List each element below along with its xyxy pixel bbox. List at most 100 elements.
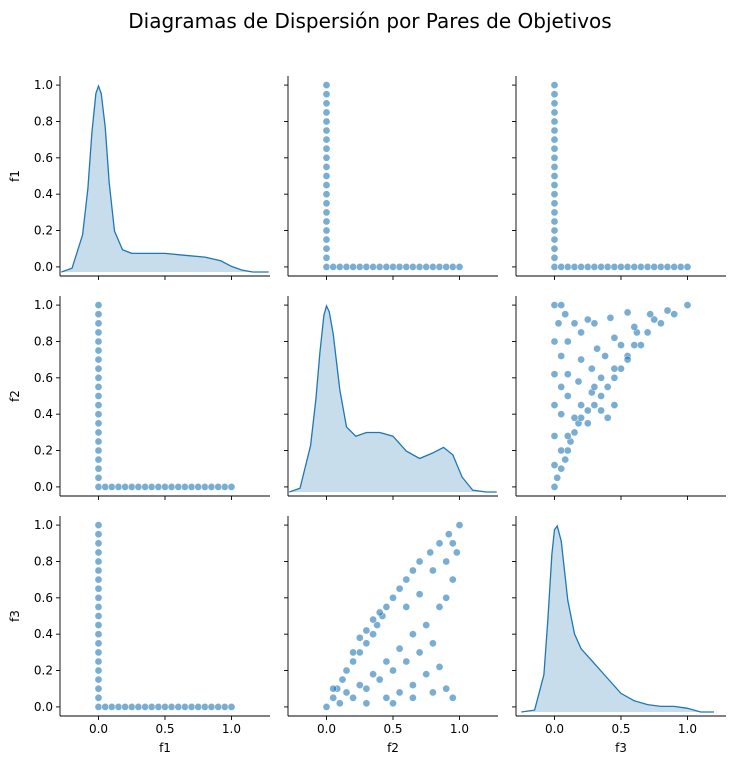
scatter-point — [455, 521, 464, 529]
scatter-point — [563, 392, 572, 400]
scatter-point — [630, 262, 639, 271]
scatter-point — [415, 557, 424, 566]
scatter-point — [650, 262, 659, 271]
scatter-point — [557, 464, 566, 473]
scatter-point — [550, 81, 559, 89]
scatter-point — [322, 153, 331, 162]
scatter-point — [101, 703, 110, 711]
scatter-point — [94, 392, 103, 400]
y-tick-label: 0.0 — [34, 260, 53, 274]
scatter-point — [94, 530, 103, 539]
scatter-point — [563, 337, 572, 346]
scatter-point — [657, 319, 665, 328]
scatter-point — [94, 482, 103, 491]
scatter-point — [322, 262, 331, 271]
scatter-point — [590, 382, 599, 391]
scatter-point — [455, 262, 464, 271]
scatter-point — [550, 108, 559, 117]
scatter-point — [570, 319, 579, 328]
kde-area-f1 — [61, 86, 269, 272]
scatter-point — [227, 703, 236, 711]
scatter-point — [422, 621, 431, 629]
scatter-point — [375, 675, 384, 684]
y-tick-label: 0.6 — [34, 591, 53, 605]
scatter-point — [630, 341, 639, 349]
scatter-point — [577, 355, 585, 364]
scatter-point — [448, 539, 457, 548]
kde-line-f1 — [61, 84, 269, 273]
scatter-point — [382, 603, 391, 611]
scatter-point — [570, 428, 579, 437]
scatter-point — [187, 482, 196, 491]
scatter-point — [550, 235, 559, 244]
x-tick-label: 0.0 — [89, 722, 108, 736]
scatter-point — [395, 688, 404, 697]
scatter-point — [154, 703, 163, 711]
scatter-point — [676, 262, 685, 271]
scatter-point — [670, 310, 679, 319]
scatter-point — [577, 262, 585, 271]
scatter-point — [577, 413, 585, 422]
scatter-point — [94, 419, 103, 428]
scatter-point — [570, 262, 579, 271]
panel-f1-vs-f2 — [284, 76, 498, 280]
scatter-point — [550, 461, 559, 469]
scatter-point — [550, 244, 559, 253]
scatter-point — [557, 382, 566, 391]
x-tick-label: 1.0 — [678, 722, 697, 736]
scatter-point — [94, 446, 103, 455]
scatter-point — [207, 482, 216, 491]
scatter-point — [127, 482, 136, 491]
scatter-point — [329, 684, 338, 693]
scatter-point — [550, 226, 559, 235]
scatter-point — [94, 603, 103, 611]
scatter-point — [408, 566, 417, 575]
scatter-point — [161, 703, 169, 711]
panel-f2-vs-f1: 0.0 0.2 0.4 0.6 0.8 1.0 f2 — [8, 296, 270, 500]
scatter-point — [550, 482, 559, 491]
scatter-point — [402, 603, 411, 611]
scatter-point — [630, 322, 639, 331]
x-tick-label: 0.5 — [155, 722, 174, 736]
scatter-point — [322, 226, 331, 235]
scatter-point — [610, 364, 619, 373]
scatter-point — [422, 670, 431, 679]
scatter-point — [114, 703, 123, 711]
scatter-point — [561, 310, 570, 319]
scatter-point — [395, 262, 404, 271]
scatter-point — [141, 482, 149, 491]
scatter-point — [147, 703, 156, 711]
scatter-point — [94, 675, 103, 684]
scatter-point — [550, 190, 559, 199]
scatter-point — [94, 666, 103, 675]
scatter-point — [550, 253, 559, 262]
scatter-point — [342, 262, 351, 271]
scatter-point — [550, 135, 559, 144]
scatter-point — [94, 364, 103, 373]
scatter-point — [214, 703, 223, 711]
scatter-point — [561, 455, 570, 464]
scatter-point — [174, 703, 183, 711]
scatter-point — [322, 244, 331, 253]
scatter-point — [426, 548, 435, 557]
scatter-point — [362, 262, 371, 271]
scatter-point — [583, 262, 592, 271]
scatter-point — [375, 262, 384, 271]
scatter-point — [94, 539, 103, 548]
scatter-point — [94, 337, 103, 346]
scatter-point — [550, 99, 559, 108]
y-tick-label: 0.2 — [34, 224, 53, 238]
scatter-point — [389, 593, 397, 602]
scatter-point — [415, 590, 424, 599]
x-tick-label: 1.0 — [450, 722, 469, 736]
y-tick-label: 0.0 — [34, 480, 53, 494]
scatter-point — [322, 117, 331, 126]
kde-line-f2 — [289, 304, 497, 493]
panel-f3-vs-f3: 0.0 0.5 1.0 f3 — [512, 516, 726, 755]
scatter-point — [415, 648, 424, 657]
scatter-point — [683, 262, 692, 271]
scatter-point — [94, 557, 103, 566]
scatter-point — [617, 341, 625, 349]
scatter-point — [94, 521, 103, 529]
scatter-point — [94, 473, 103, 482]
